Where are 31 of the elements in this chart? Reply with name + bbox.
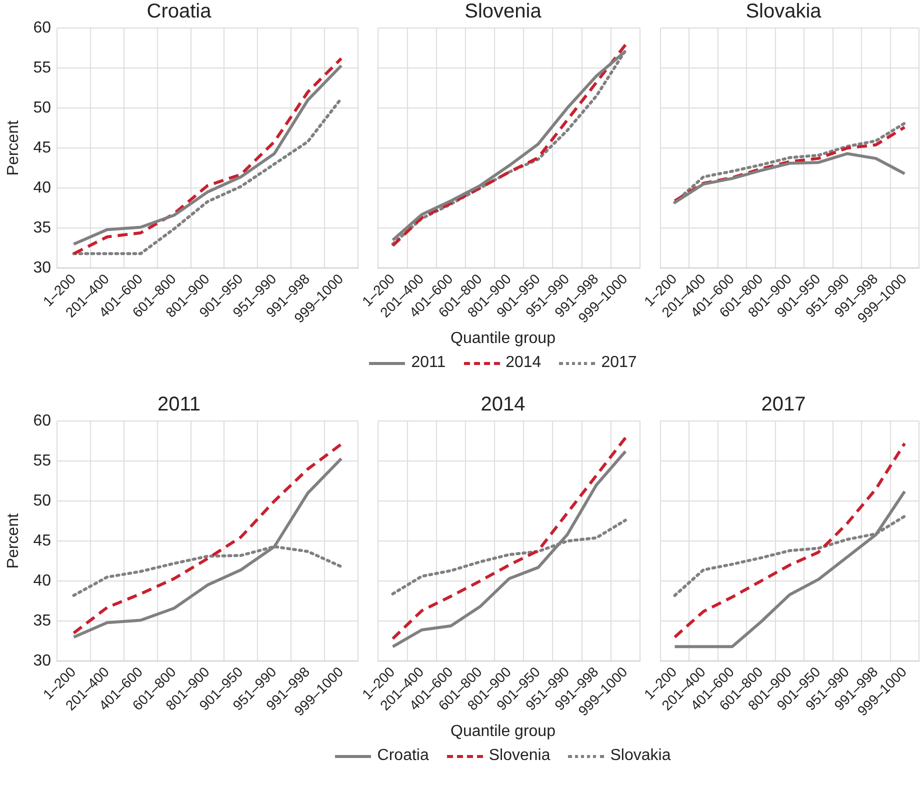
y-tick-label: 35	[33, 219, 52, 236]
legend-label: Croatia	[377, 747, 429, 765]
x-axis-title: Quantile group	[450, 330, 556, 348]
y-tick-label: 40	[33, 179, 52, 196]
y-tick-label: 45	[33, 139, 52, 156]
chart-title: 2014	[480, 394, 526, 416]
legend-label: 2017	[601, 354, 637, 372]
y-tick-label: 40	[33, 572, 52, 590]
y-tick-label: 50	[33, 99, 52, 116]
y-tick-label: 30	[33, 652, 52, 670]
y-tick-label: 35	[33, 612, 52, 630]
y-tick-label: 30	[33, 259, 52, 276]
chart-title: 2017	[761, 394, 806, 416]
legend-label: Slovakia	[610, 747, 671, 765]
legend-label: 2011	[411, 354, 446, 372]
chart-title: Slovakia	[746, 0, 822, 23]
y-axis-title: Percent	[5, 120, 22, 176]
y-tick-label: 45	[33, 532, 52, 550]
legend-label: Slovenia	[488, 747, 550, 765]
line-series	[72, 96, 343, 256]
chart-title: Croatia	[146, 0, 212, 23]
y-tick-label: 55	[33, 452, 52, 470]
y-tick-label: 55	[33, 59, 52, 76]
legend-label: 2014	[506, 354, 542, 372]
y-tick-label: 60	[33, 19, 52, 36]
y-tick-label: 50	[33, 492, 52, 510]
y-tick-label: 60	[33, 412, 52, 430]
y-axis-title: Percent	[5, 512, 22, 569]
x-axis-title: Quantile group	[450, 723, 556, 741]
chart-title: Slovenia	[464, 0, 542, 23]
chart-title: 2011	[157, 394, 201, 416]
